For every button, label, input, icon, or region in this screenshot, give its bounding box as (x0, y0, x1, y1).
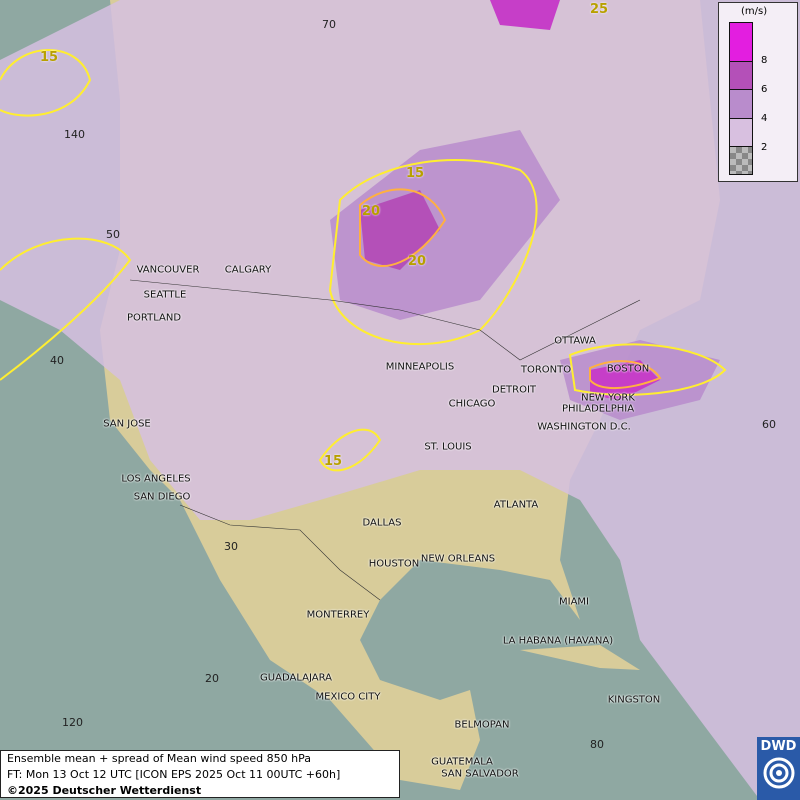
legend-tick: 6 (761, 84, 768, 95)
spread-area-8 (590, 360, 660, 400)
grid-label: 50 (106, 228, 120, 241)
grid-label: 20 (205, 672, 219, 685)
spread-area-8 (490, 0, 560, 30)
legend-swatch-checkerboard (729, 146, 753, 175)
info-box: Ensemble mean + spread of Mean wind spee… (0, 750, 400, 798)
city-label: GUADALAJARA (260, 672, 332, 684)
map-title: Ensemble mean + spread of Mean wind spee… (7, 752, 311, 765)
contour-label: 15 (406, 166, 425, 181)
city-label: MONTERREY (306, 609, 370, 621)
city-label: LOS ANGELES (121, 473, 191, 485)
legend-tick: 4 (761, 113, 768, 124)
grid-label: 140 (64, 128, 85, 141)
logo-text: DWD (760, 739, 797, 754)
border-us-mexico (179, 504, 381, 601)
city-label: VANCOUVER (136, 264, 200, 276)
grid-label: 30 (224, 540, 238, 553)
city-label: KINGSTON (607, 694, 661, 706)
city-label: PORTLAND (126, 312, 182, 324)
contour-15 (568, 343, 727, 396)
grid-label: 70 (322, 18, 336, 31)
city-label: SEATTLE (143, 289, 187, 301)
city-label: BOSTON (606, 363, 650, 375)
city-label: DALLAS (362, 517, 402, 529)
city-label: NEW YORK (581, 392, 635, 404)
border-us-canada (129, 279, 641, 361)
contour-label: 25 (590, 2, 609, 17)
contour-15 (0, 49, 92, 117)
contour-label: 15 (40, 50, 59, 65)
contour-15 (0, 237, 132, 381)
city-label: HOUSTON (368, 558, 420, 570)
city-label: TORONTO (520, 364, 572, 376)
contour-15 (328, 159, 538, 346)
city-label: PHILADELPHIA (561, 403, 635, 415)
contour-label: 15 (324, 454, 343, 469)
contour-15 (318, 428, 382, 472)
legend-tick: 2 (761, 142, 768, 153)
contour-label: 20 (362, 204, 381, 219)
city-label: LA HABANA (HAVANA) (502, 635, 614, 647)
city-label: NEW ORLEANS (420, 553, 496, 565)
grid-label: 60 (762, 418, 776, 431)
city-label: MIAMI (559, 596, 589, 608)
grid-label: 80 (590, 738, 604, 751)
city-label: ST. LOUIS (424, 441, 472, 453)
copyright: ©2025 Deutscher Wetterdienst (7, 784, 202, 797)
grid-label: 40 (50, 354, 64, 367)
land-cuba (520, 645, 640, 670)
legend-swatch (729, 89, 753, 119)
contour-20 (589, 360, 662, 390)
swirl-icon (763, 757, 794, 789)
city-label: GUATEMALA (431, 756, 493, 768)
city-label: WASHINGTON D.C. (537, 421, 631, 433)
legend-swatch (729, 61, 753, 90)
dwd-logo: DWD (757, 737, 800, 800)
city-label: SAN JOSE (103, 418, 151, 430)
city-label: SAN DIEGO (133, 491, 191, 503)
city-label: CALGARY (224, 264, 272, 276)
contour-label: 20 (408, 254, 427, 269)
forecast-time: FT: Mon 13 Oct 12 UTC [ICON EPS 2025 Oct… (7, 768, 341, 781)
color-legend: (m/s) 8 6 4 2 (718, 2, 798, 182)
contour-20 (359, 188, 447, 267)
city-label: MEXICO CITY (315, 691, 381, 703)
grid-label: 120 (62, 716, 83, 729)
city-label: BELMOPAN (454, 719, 510, 731)
legend-swatch (729, 118, 753, 147)
city-label: DETROIT (491, 384, 537, 396)
city-label: SAN SALVADOR (441, 768, 519, 780)
city-label: ATLANTA (493, 499, 539, 511)
city-label: MINNEAPOLIS (385, 361, 455, 373)
city-label: OTTAWA (554, 335, 596, 347)
legend-unit: (m/s) (741, 6, 768, 17)
city-label: CHICAGO (448, 398, 496, 410)
legend-tick: 8 (761, 55, 768, 66)
spread-area-6-8 (330, 130, 560, 320)
legend-swatch (729, 22, 753, 62)
